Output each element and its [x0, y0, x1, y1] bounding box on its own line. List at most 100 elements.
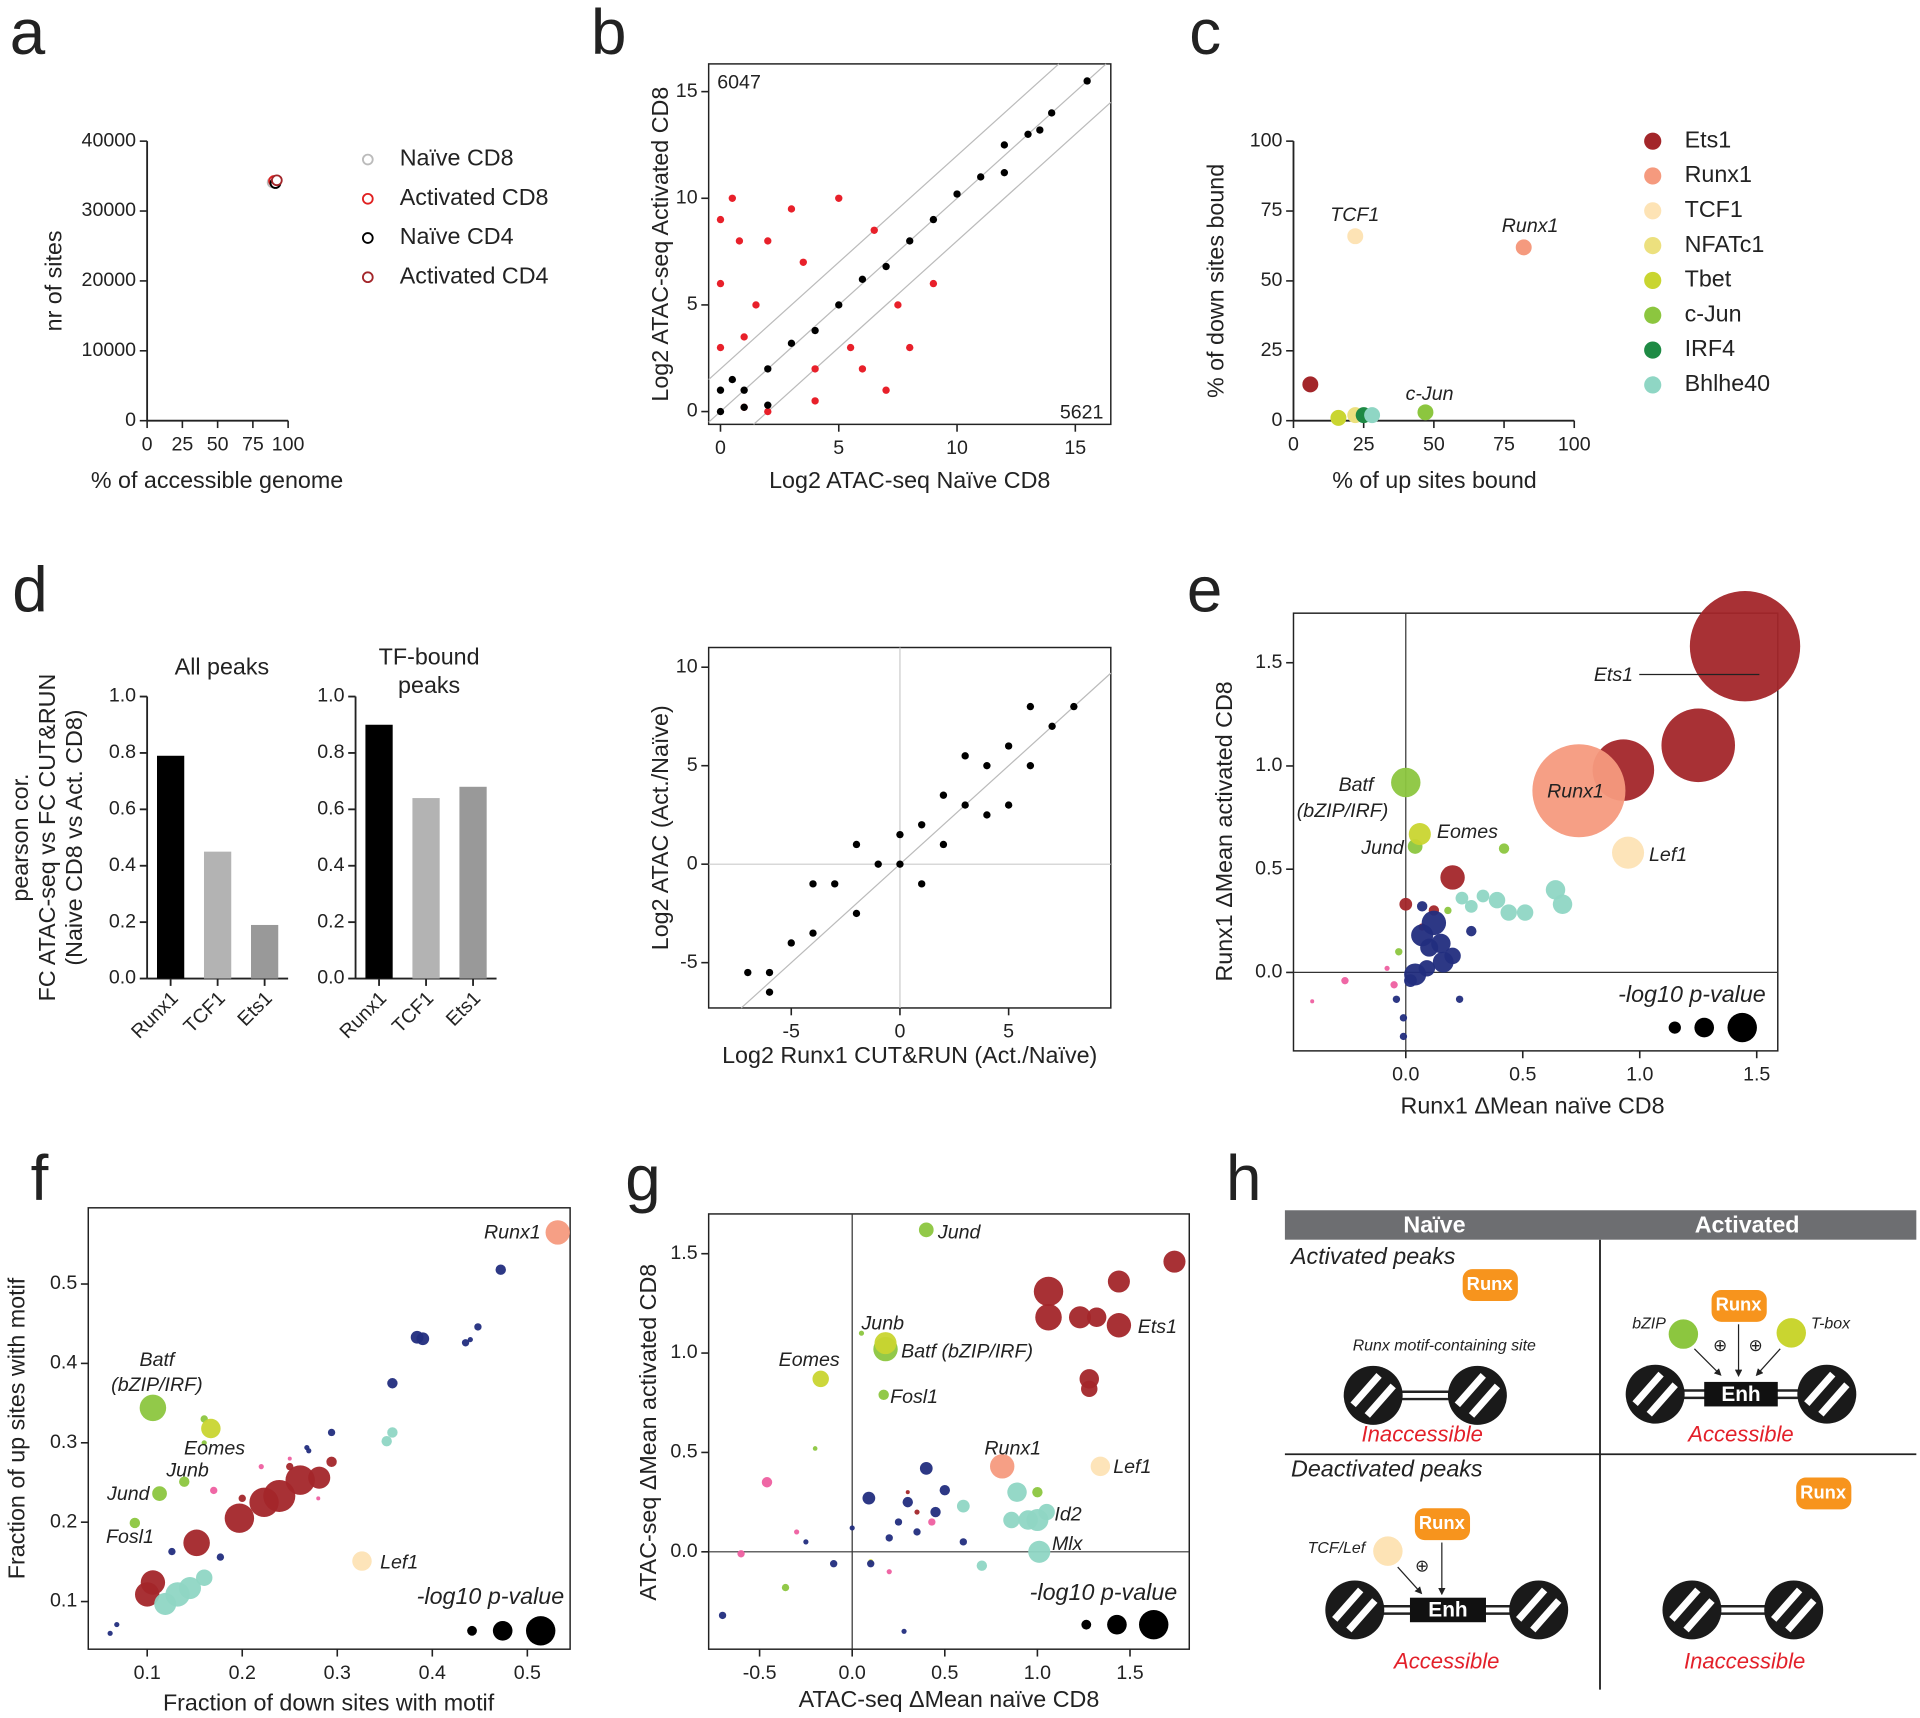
tbox-factor	[1776, 1318, 1806, 1348]
bubble	[1107, 1270, 1130, 1293]
nucleosome	[1626, 1365, 1685, 1424]
y-tick-label: 0	[687, 400, 698, 422]
x-tick-label: 0.2	[229, 1662, 256, 1684]
y-tick-label: 1.0	[1255, 754, 1282, 776]
bubble	[316, 1496, 321, 1501]
point	[744, 968, 752, 977]
x-tick-label: 0.5	[1509, 1064, 1536, 1086]
bubble	[918, 1222, 934, 1238]
y-tick-label: 1.0	[109, 685, 136, 707]
point	[929, 215, 938, 224]
site-label: Runx motif-containing site	[1353, 1338, 1536, 1355]
plot-frame	[707, 1213, 1191, 1650]
y-axis-label: (Naive CD8 vs Act. CD8)	[61, 709, 87, 965]
point	[896, 860, 904, 868]
point	[874, 860, 882, 868]
point	[787, 339, 796, 347]
point	[716, 343, 725, 352]
legend-marker	[361, 232, 374, 244]
column-header: Activated	[1695, 1211, 1800, 1237]
x-tick-label: 75	[242, 433, 264, 455]
point	[1036, 126, 1044, 134]
point	[728, 375, 736, 384]
chart-title: peaks	[398, 672, 460, 698]
bubble	[1003, 1511, 1020, 1529]
legend-marker	[1644, 341, 1662, 359]
bubble	[1032, 1486, 1043, 1498]
bubble	[803, 1539, 809, 1545]
runx-pill	[1796, 1477, 1852, 1510]
point	[1004, 801, 1013, 809]
bubble	[1455, 891, 1469, 905]
point	[735, 237, 744, 245]
annotation: Runx1	[1547, 780, 1604, 802]
bubble	[183, 1529, 210, 1557]
y-tick-label: 0.2	[109, 910, 136, 932]
bubble	[201, 1418, 221, 1439]
bubble	[1545, 880, 1566, 900]
y-tick-label: 0.0	[670, 1540, 697, 1562]
annotation: Runx1	[484, 1222, 541, 1244]
point	[918, 821, 926, 829]
panel-label: e	[1187, 554, 1222, 626]
y-axis-label: Runx1 ΔMean activated CD8	[1211, 681, 1237, 981]
point	[939, 840, 948, 849]
annotation: Lef1	[1113, 1456, 1151, 1478]
x-tick-label: 1.5	[1743, 1064, 1770, 1086]
x-tick-label: 50	[1423, 433, 1445, 455]
bubble	[258, 1464, 264, 1470]
enhancer	[1704, 1381, 1778, 1407]
bubble	[1464, 899, 1478, 913]
state-label: Accessible	[1686, 1422, 1793, 1447]
size-legend-marker	[1081, 1619, 1092, 1630]
arrow	[1397, 1566, 1423, 1595]
chart-title: All peaks	[175, 654, 269, 680]
point	[983, 811, 991, 819]
annotation: Batf	[1339, 774, 1376, 796]
x-tick-label: 50	[207, 433, 229, 455]
bubble	[812, 1370, 829, 1388]
nucleosome	[1764, 1580, 1823, 1639]
y-axis-label: FC ATAC-seq vs FC CUT&RUN	[34, 674, 60, 1002]
bubble	[1310, 999, 1315, 1004]
y-tick-label: 0.5	[50, 1272, 77, 1294]
point	[765, 988, 774, 996]
x-tick-label: 25	[1353, 433, 1375, 455]
annotation: (bZIP/IRF)	[111, 1374, 203, 1396]
bubble	[812, 1446, 818, 1451]
annotation: Junb	[165, 1460, 209, 1482]
reference-line	[708, 63, 1060, 381]
bubble	[1163, 1250, 1186, 1273]
plus: ⊕	[1749, 1335, 1763, 1355]
legend-marker	[1644, 237, 1662, 255]
annotation: Runx1	[984, 1438, 1041, 1460]
legend-label: c-Jun	[1685, 300, 1742, 326]
bubble	[1476, 889, 1490, 903]
point	[811, 326, 819, 335]
legend-marker	[1644, 271, 1662, 290]
panel-label: g	[625, 1142, 660, 1214]
y-tick-label: 0.5	[1255, 857, 1282, 879]
y-tick-label: 0.6	[317, 798, 344, 820]
runx-pill	[1414, 1508, 1471, 1541]
annotation: Eomes	[779, 1349, 840, 1371]
point	[858, 365, 867, 373]
bubble	[1392, 995, 1401, 1003]
y-tick-label: 0.4	[50, 1352, 77, 1374]
x-tick-label: 1.0	[1024, 1662, 1051, 1684]
point	[1000, 169, 1009, 177]
legend-marker	[1644, 202, 1662, 220]
bubble	[1444, 906, 1452, 915]
point	[1302, 376, 1319, 393]
x-tick-label: 1.5	[1116, 1662, 1143, 1684]
point	[1417, 404, 1434, 421]
y-tick-label: 40000	[82, 129, 137, 151]
x-axis-label: % of up sites bound	[1332, 467, 1537, 493]
size-legend-marker	[1727, 1012, 1757, 1043]
x-axis-label: % of accessible genome	[91, 467, 343, 493]
legend-label: IRF4	[1685, 335, 1736, 361]
nucleosome	[1797, 1365, 1856, 1424]
y-axis-label: nr of sites	[40, 230, 66, 331]
bubble	[410, 1330, 424, 1344]
bubble	[1500, 904, 1517, 921]
